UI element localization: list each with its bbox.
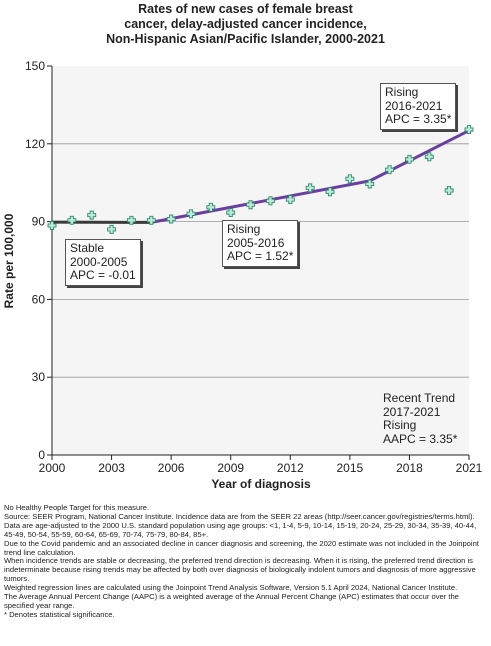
data-point [305,183,315,193]
footnote: When incidence trends are stable or decr… [4,556,476,584]
data-point [365,179,375,189]
axes [51,66,469,456]
annotation-recent-trend: Recent Trend 2017-2021 Rising AAPC = 3.3… [383,391,458,446]
data-point [345,174,355,184]
annotation-line: 2017-2021 [383,404,441,419]
footnotes: No Healthy People Target for this measur… [4,503,488,620]
annotation-line: Recent Trend [383,391,456,405]
data-point [166,214,176,224]
footnote: Weighted regression lines are calculated… [4,583,458,593]
chart-title-line: Non-Hispanic Asian/Pacific Islander, 200… [106,32,385,46]
x-tick-label: 2021 [456,461,483,475]
x-tick-label: 2015 [337,461,364,475]
x-tick-label: 2006 [158,461,185,475]
data-point [186,209,196,219]
annotation-line: 2000-2005 [70,254,128,269]
data-points [47,125,474,234]
footnote: No Healthy People Target for this measur… [4,503,150,512]
data-point [206,202,216,212]
annotation-line: APC = 1.52* [227,249,294,263]
data-point [385,165,395,175]
x-tick-label: 2000 [39,461,66,475]
y-tick-label: 0 [38,448,45,462]
data-point [444,186,454,195]
x-tick-label: 2003 [98,461,125,475]
annotation-line: 2005-2016 [227,235,285,250]
annotation-line: Rising [227,222,261,236]
trend-segment [368,129,471,183]
data-point [424,152,434,162]
y-tick-label: 90 [32,215,46,229]
y-axis-ticks: 0 30 60 90 120 150 [25,59,52,462]
annotation-line: 2016-2021 [385,98,443,113]
x-axis-label: Year of diagnosis [211,477,311,491]
y-axis-label: Rate per 100,000 [2,213,16,308]
x-tick-label: 2009 [217,461,244,475]
annotation-line: Rising [383,418,417,432]
chart-title-line: Rates of new cases of female breast [138,2,353,16]
x-axis-ticks: 2000 2003 2006 2009 2012 2015 2018 2021 [39,455,483,475]
annotation-line: Stable [70,241,105,255]
y-tick-label: 120 [25,137,45,151]
data-point [285,195,295,205]
data-point [107,224,117,234]
annotation-line: AAPC = 3.35* [383,431,458,446]
annotation-stable-2000-2005: Stable 2000-2005 APC = -0.01 [65,239,141,286]
data-point [226,208,236,217]
annotation-line: APC = 3.35* [385,112,452,126]
footnote: * Denotes statistical significance. [4,609,115,619]
data-point [87,210,97,220]
data-point [146,215,156,225]
data-point [126,215,136,225]
y-tick-label: 150 [25,59,45,73]
footnote: Due to the Covid pandemic and an associa… [4,538,479,557]
chart-title-line: cancer, delay-adjusted cancer incidence, [124,17,367,31]
annotation-line: Rising [385,85,419,99]
data-point [67,215,77,225]
footnote: Data are age-adjusted to the 2000 U.S. s… [4,520,477,539]
annotation-rising-2016-2021: Rising 2016-2021 APC = 3.35* [380,83,457,130]
data-point [404,154,414,164]
footnote: The Average Annual Percent Change (AAPC)… [4,592,459,610]
annotation-rising-2005-2016: Rising 2005-2016 APC = 1.52* [222,220,299,267]
x-tick-label: 2018 [396,461,423,475]
data-point [47,221,57,230]
data-point [265,196,275,206]
chart-title: Rates of new cases of female breast canc… [0,2,491,47]
y-tick-label: 60 [32,292,46,306]
footnote: Source: SEER Program, National Cancer In… [4,511,475,521]
data-point [464,125,474,134]
data-point [325,187,335,197]
annotation-line: APC = -0.01 [70,268,136,282]
y-tick-label: 30 [32,370,46,384]
data-point [246,200,256,210]
x-tick-label: 2012 [277,461,304,475]
